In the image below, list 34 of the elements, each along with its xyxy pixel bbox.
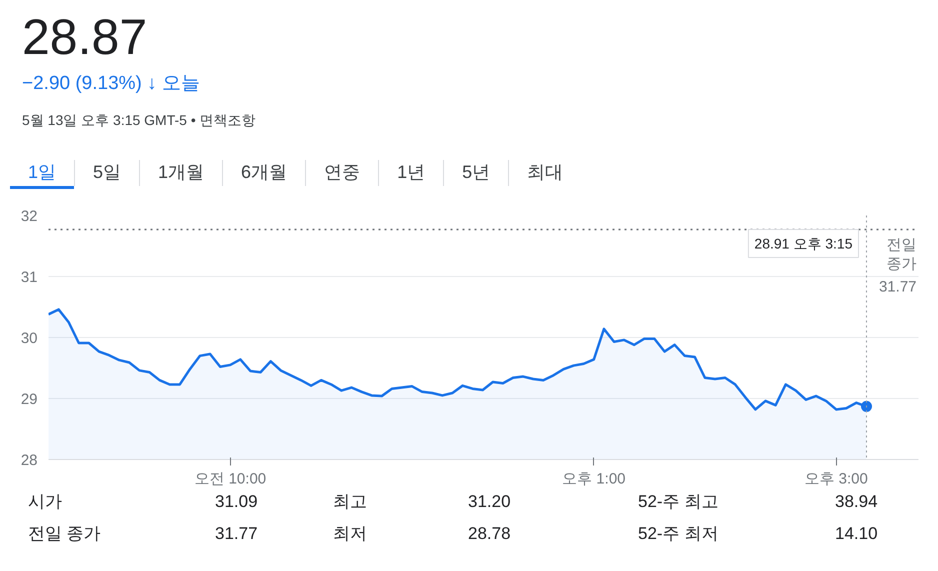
text: 최저 <box>333 523 367 545</box>
text: 31.77 <box>215 524 258 543</box>
x-tick-label: 오후 3:00 <box>804 470 868 488</box>
text: 31.20 <box>468 491 511 513</box>
text: 5년 <box>443 160 508 186</box>
y-tick-label: 29 <box>20 391 38 408</box>
text: 1년 <box>378 160 444 186</box>
annotation: 28.91 오후 3:15 <box>754 236 853 252</box>
text: 6개월 <box>222 160 306 186</box>
chart-title: 28.87 <box>22 8 148 67</box>
ref-line-label: 전일 종가 <box>886 236 916 273</box>
text: 전일 종가 <box>28 523 101 545</box>
y-tick-label: 31 <box>20 269 38 286</box>
text: 52-주 최고 <box>638 491 718 513</box>
text: 28.78 <box>468 523 511 545</box>
text: 31.09 <box>215 491 258 513</box>
text: 최고 <box>333 491 367 513</box>
text: 5일 <box>74 160 140 186</box>
text: 52-주 최저 <box>638 523 718 545</box>
text: 14.10 <box>835 523 878 545</box>
y-tick-label: 28 <box>20 452 38 469</box>
x-tick-label: 오전 10:00 <box>194 470 266 488</box>
text: 1일 <box>10 160 74 189</box>
text: 31.77 <box>878 278 917 296</box>
chart-subtitle: −2.90 (9.13%) ↓ 오늘 <box>22 72 200 96</box>
text: 1개월 <box>139 160 222 186</box>
text: 5월 13일 오후 3:15 GMT-5 • 면책조항 <box>22 111 256 130</box>
text: 시가 <box>28 491 62 513</box>
text: 최대 <box>508 160 582 186</box>
y-tick-label: 32 <box>20 208 38 225</box>
y-tick-label: 30 <box>20 330 38 347</box>
x-tick-label: 오후 1:00 <box>562 470 626 488</box>
text: 연중 <box>305 160 378 186</box>
text: 38.94 <box>835 491 878 513</box>
